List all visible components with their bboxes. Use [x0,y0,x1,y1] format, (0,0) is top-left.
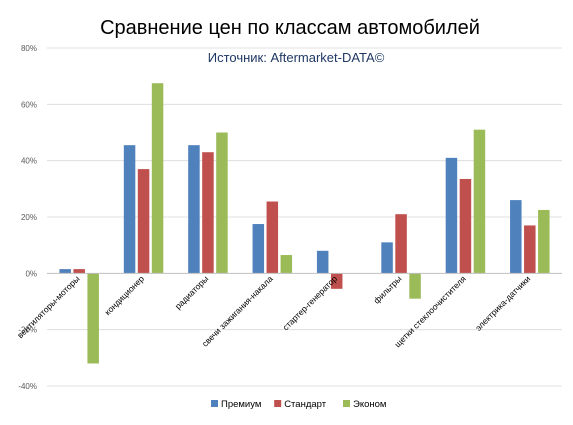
category-label: вентиляторы-моторы [15,274,81,340]
bar [123,145,136,274]
y-tick-label: 0% [25,269,37,278]
legend-label: Эконом [353,399,386,410]
bar [280,255,293,274]
y-tick-label: 80% [21,44,37,53]
category-label: стартер-генератор [280,273,339,332]
legend: Премиум Стандарт Эконом [211,399,386,410]
chart-subtitle: Источник: Aftermarket-DATA© [208,50,385,65]
bar [137,169,150,274]
category-label: фильтры [372,274,404,306]
bar [459,178,472,274]
y-tick-label: 60% [21,100,37,109]
bar [266,201,279,274]
bar [87,273,99,364]
category-label: кондиционер [103,273,147,317]
bar [151,83,164,274]
y-tick-label: -40% [18,382,37,391]
bar [188,145,200,274]
bar [538,209,550,274]
bar [395,214,407,274]
legend-label: Премиум [221,399,261,410]
bar [445,157,458,274]
bar [524,225,536,274]
legend-swatch [211,400,218,407]
bar [73,269,85,274]
category-label: радиаторы [173,274,211,312]
bar [216,132,228,274]
category-label: щетки стеклоочистителя [392,273,468,349]
y-tick-label: -20% [18,326,37,335]
bars [59,83,550,364]
bar [252,224,265,274]
legend-swatch [274,400,282,407]
bar [381,242,393,274]
y-axis-ticks: -40% -20% 0% 20% 40% 60% 80% [18,44,37,391]
bar [473,129,486,274]
y-tick-label: 20% [21,213,37,222]
chart-title: Сравнение цен по классам автомобилей [100,17,480,39]
bar [316,250,329,274]
bar [409,273,421,299]
category-label: электрика-датчики [473,274,532,333]
bar [202,152,214,274]
category-label: свечи зажигания-накала [200,273,275,348]
bar [59,269,71,274]
legend-label: Стандарт [284,399,327,410]
y-tick-label: 40% [21,157,37,166]
bar [330,273,343,289]
legend-swatch [343,400,350,407]
bar [510,200,522,274]
